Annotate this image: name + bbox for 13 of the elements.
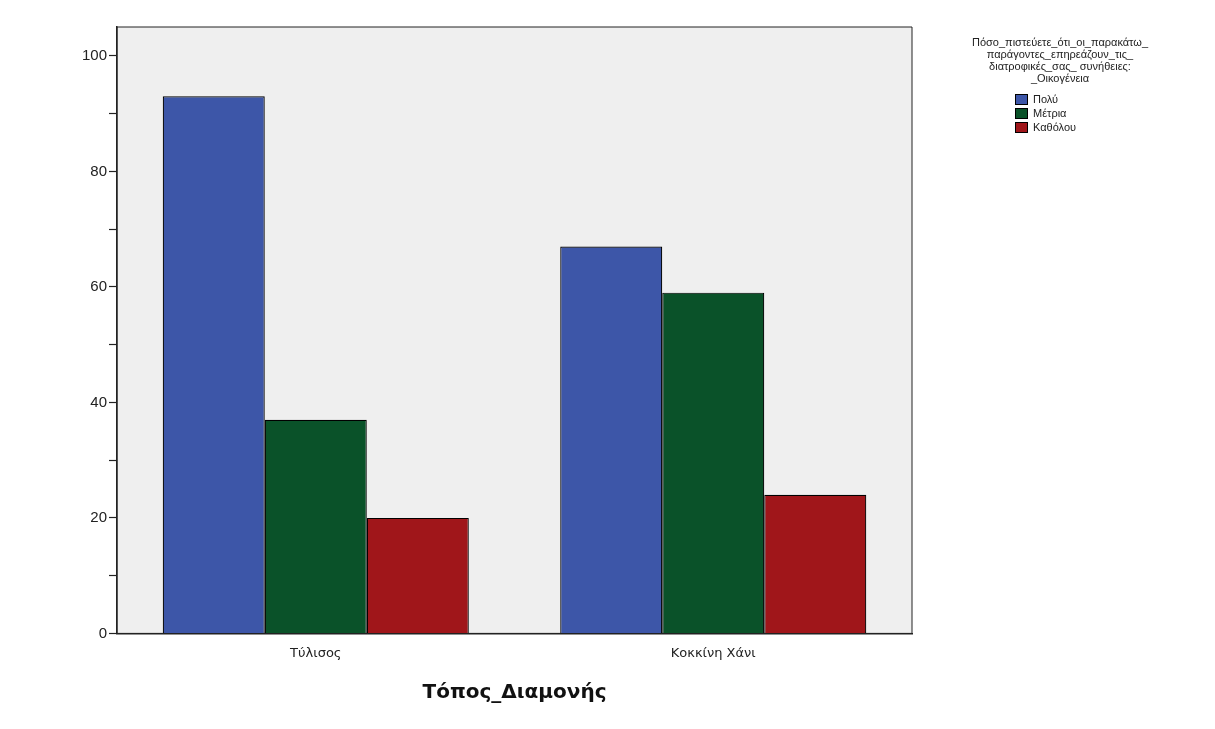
legend-label: Καθόλου [1033, 121, 1077, 133]
x-axis-title: Τόπος_Διαμονής [422, 679, 607, 704]
legend-label: Μέτρια [1033, 107, 1067, 119]
y-tick-label: 100 [82, 46, 108, 64]
y-tick-label: 80 [90, 161, 108, 179]
y-tick-label: 0 [98, 623, 108, 641]
y-tick-label: 40 [90, 392, 108, 410]
legend-label: Πολύ [1033, 93, 1059, 105]
x-tick-label: Κοκκίνη Χάνι [670, 644, 756, 660]
y-tick-label: 20 [90, 508, 108, 526]
y-tick-label: 60 [90, 277, 108, 295]
x-tick-label: Τύλισος [289, 644, 342, 660]
legend-title: Πόσο_πιστεύετε_ότι_οι_παρακάτω_ παράγοντες_επηρεάζουν_τις_ διατροφικές_σας_ συνήθειες: _Οικογένεια [971, 36, 1150, 84]
